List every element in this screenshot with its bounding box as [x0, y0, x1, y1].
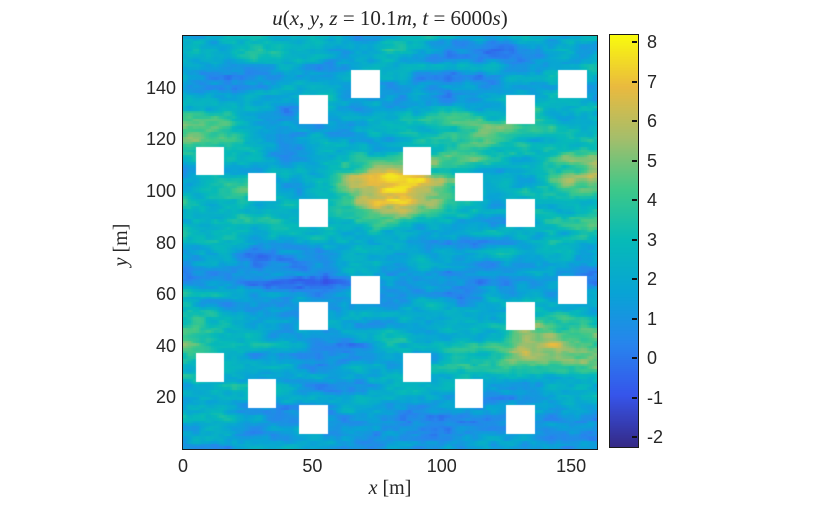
y-tick-label: 80	[155, 232, 176, 253]
y-axis-label: y [m]	[110, 100, 133, 390]
heatmap-canvas	[183, 36, 597, 449]
colorbar-tick-label: 3	[647, 229, 658, 250]
plot-title-segment: = 6000	[428, 6, 493, 30]
colorbar-tick-mark	[632, 199, 637, 202]
y-axis-label-var: y	[110, 257, 132, 267]
plot-title-segment: t	[422, 6, 429, 30]
colorbar-canvas	[610, 35, 638, 447]
colorbar-tick-label: 1	[647, 308, 658, 329]
colorbar-tick-mark	[632, 120, 637, 123]
plot-title-segment: = 10.1	[337, 6, 397, 30]
colorbar-tick-mark	[632, 396, 637, 399]
plot-title-segment: s	[492, 6, 501, 30]
colorbar	[609, 34, 639, 448]
plot-title-segment: x	[289, 6, 300, 30]
colorbar-tick-label: 2	[647, 269, 658, 290]
colorbar-tick-mark	[632, 436, 637, 439]
plot-title-segment: y	[309, 6, 319, 30]
y-tick-label: 100	[145, 180, 176, 201]
colorbar-tick-label: 4	[647, 190, 658, 211]
colorbar-tick-mark	[632, 41, 637, 44]
colorbar-tick-label: 6	[647, 111, 658, 132]
plot-title-segment: u	[272, 6, 283, 30]
plot-title-segment: ,	[299, 6, 310, 30]
plot-title-segment: (	[282, 6, 290, 30]
x-tick-label: 100	[426, 456, 457, 476]
colorbar-tick-label: 5	[647, 150, 658, 171]
plot-title-segment: )	[500, 6, 508, 30]
x-axis-label: x [m]	[183, 477, 597, 500]
colorbar-tick-label: 7	[647, 71, 658, 92]
colorbar-tick-label: -2	[647, 427, 664, 448]
x-tick-label: 0	[177, 456, 189, 476]
y-tick-label: 60	[155, 284, 176, 305]
colorbar-tick-mark	[632, 317, 637, 320]
colorbar-tick-label: 8	[647, 32, 658, 53]
colorbar-tick-mark	[632, 238, 637, 241]
x-axis-label-unit: [m]	[377, 477, 412, 499]
colorbar-tick-mark	[632, 278, 637, 281]
plot-title-segment: ,	[411, 6, 423, 30]
colorbar-tick-label: 0	[647, 348, 658, 369]
y-tick-label: 20	[155, 387, 176, 408]
plot-title-segment: ,	[318, 6, 330, 30]
x-tick-label: 150	[556, 456, 587, 476]
x-axis-label-var: x	[368, 477, 378, 499]
plot-title-segment: z	[329, 6, 338, 30]
y-tick-label: 140	[145, 77, 176, 98]
y-tick-label: 40	[155, 335, 176, 356]
colorbar-tick-mark	[632, 357, 637, 360]
colorbar-tick-mark	[632, 159, 637, 162]
colorbar-tick-mark	[632, 80, 637, 83]
x-tick-label: 50	[302, 456, 323, 476]
plot-title-segment: m	[396, 6, 412, 30]
plot-title: u(x, y, z = 10.1m, t = 6000s)	[183, 6, 597, 31]
y-axis-label-unit: [m]	[110, 223, 132, 258]
y-tick-label: 120	[145, 129, 176, 150]
plot-area	[182, 35, 598, 450]
colorbar-tick-label: -1	[647, 387, 664, 408]
